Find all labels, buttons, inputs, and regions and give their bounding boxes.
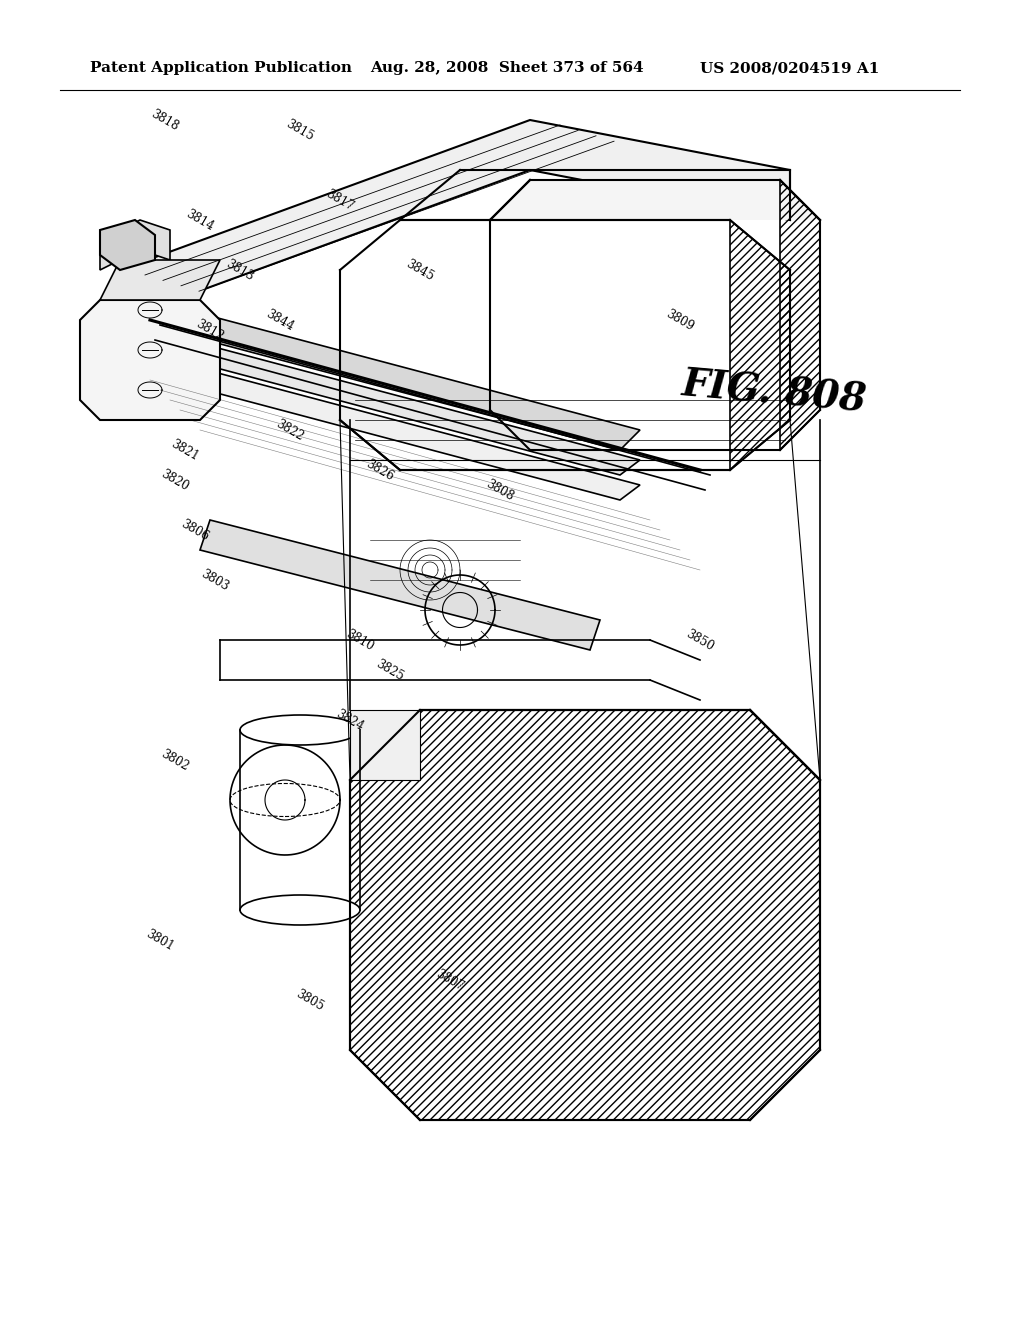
Text: 3822: 3822 <box>274 417 306 444</box>
Text: 3812: 3812 <box>194 317 226 343</box>
Text: 3820: 3820 <box>159 467 191 494</box>
Text: Aug. 28, 2008  Sheet 373 of 564: Aug. 28, 2008 Sheet 373 of 564 <box>370 61 644 75</box>
Ellipse shape <box>240 895 360 925</box>
Text: FIG. 808: FIG. 808 <box>680 366 868 420</box>
Text: US 2008/0204519 A1: US 2008/0204519 A1 <box>700 61 880 75</box>
Text: 3803: 3803 <box>199 566 231 593</box>
Text: Patent Application Publication: Patent Application Publication <box>90 61 352 75</box>
Text: 3815: 3815 <box>284 117 316 143</box>
Text: 3826: 3826 <box>364 457 396 483</box>
Polygon shape <box>130 300 640 450</box>
Text: 3845: 3845 <box>403 257 436 282</box>
Polygon shape <box>100 260 220 300</box>
Text: 3805: 3805 <box>294 987 327 1012</box>
Text: 3844: 3844 <box>264 308 296 333</box>
Polygon shape <box>120 120 790 319</box>
Polygon shape <box>130 330 640 475</box>
Polygon shape <box>730 220 790 470</box>
Text: 3814: 3814 <box>184 207 216 234</box>
Text: 3808: 3808 <box>484 477 516 503</box>
Text: 3850: 3850 <box>684 627 716 653</box>
Text: 3824: 3824 <box>334 708 367 733</box>
Polygon shape <box>100 220 155 271</box>
Polygon shape <box>130 355 640 500</box>
Text: 3817: 3817 <box>324 187 356 213</box>
Text: 3806: 3806 <box>179 517 211 543</box>
Polygon shape <box>80 300 220 420</box>
Polygon shape <box>350 710 820 1119</box>
Text: 3810: 3810 <box>344 627 376 653</box>
Ellipse shape <box>240 715 360 744</box>
Polygon shape <box>350 710 420 780</box>
Text: 3813: 3813 <box>224 257 256 282</box>
Text: 3809: 3809 <box>664 308 696 333</box>
Text: 3818: 3818 <box>148 107 181 133</box>
Polygon shape <box>200 520 600 649</box>
Polygon shape <box>100 220 170 271</box>
Text: 3825: 3825 <box>374 657 407 682</box>
Text: 3801: 3801 <box>143 927 176 953</box>
Text: 3807: 3807 <box>434 968 466 993</box>
Polygon shape <box>490 180 820 220</box>
Text: 3821: 3821 <box>169 437 201 463</box>
Text: 3802: 3802 <box>159 747 191 774</box>
